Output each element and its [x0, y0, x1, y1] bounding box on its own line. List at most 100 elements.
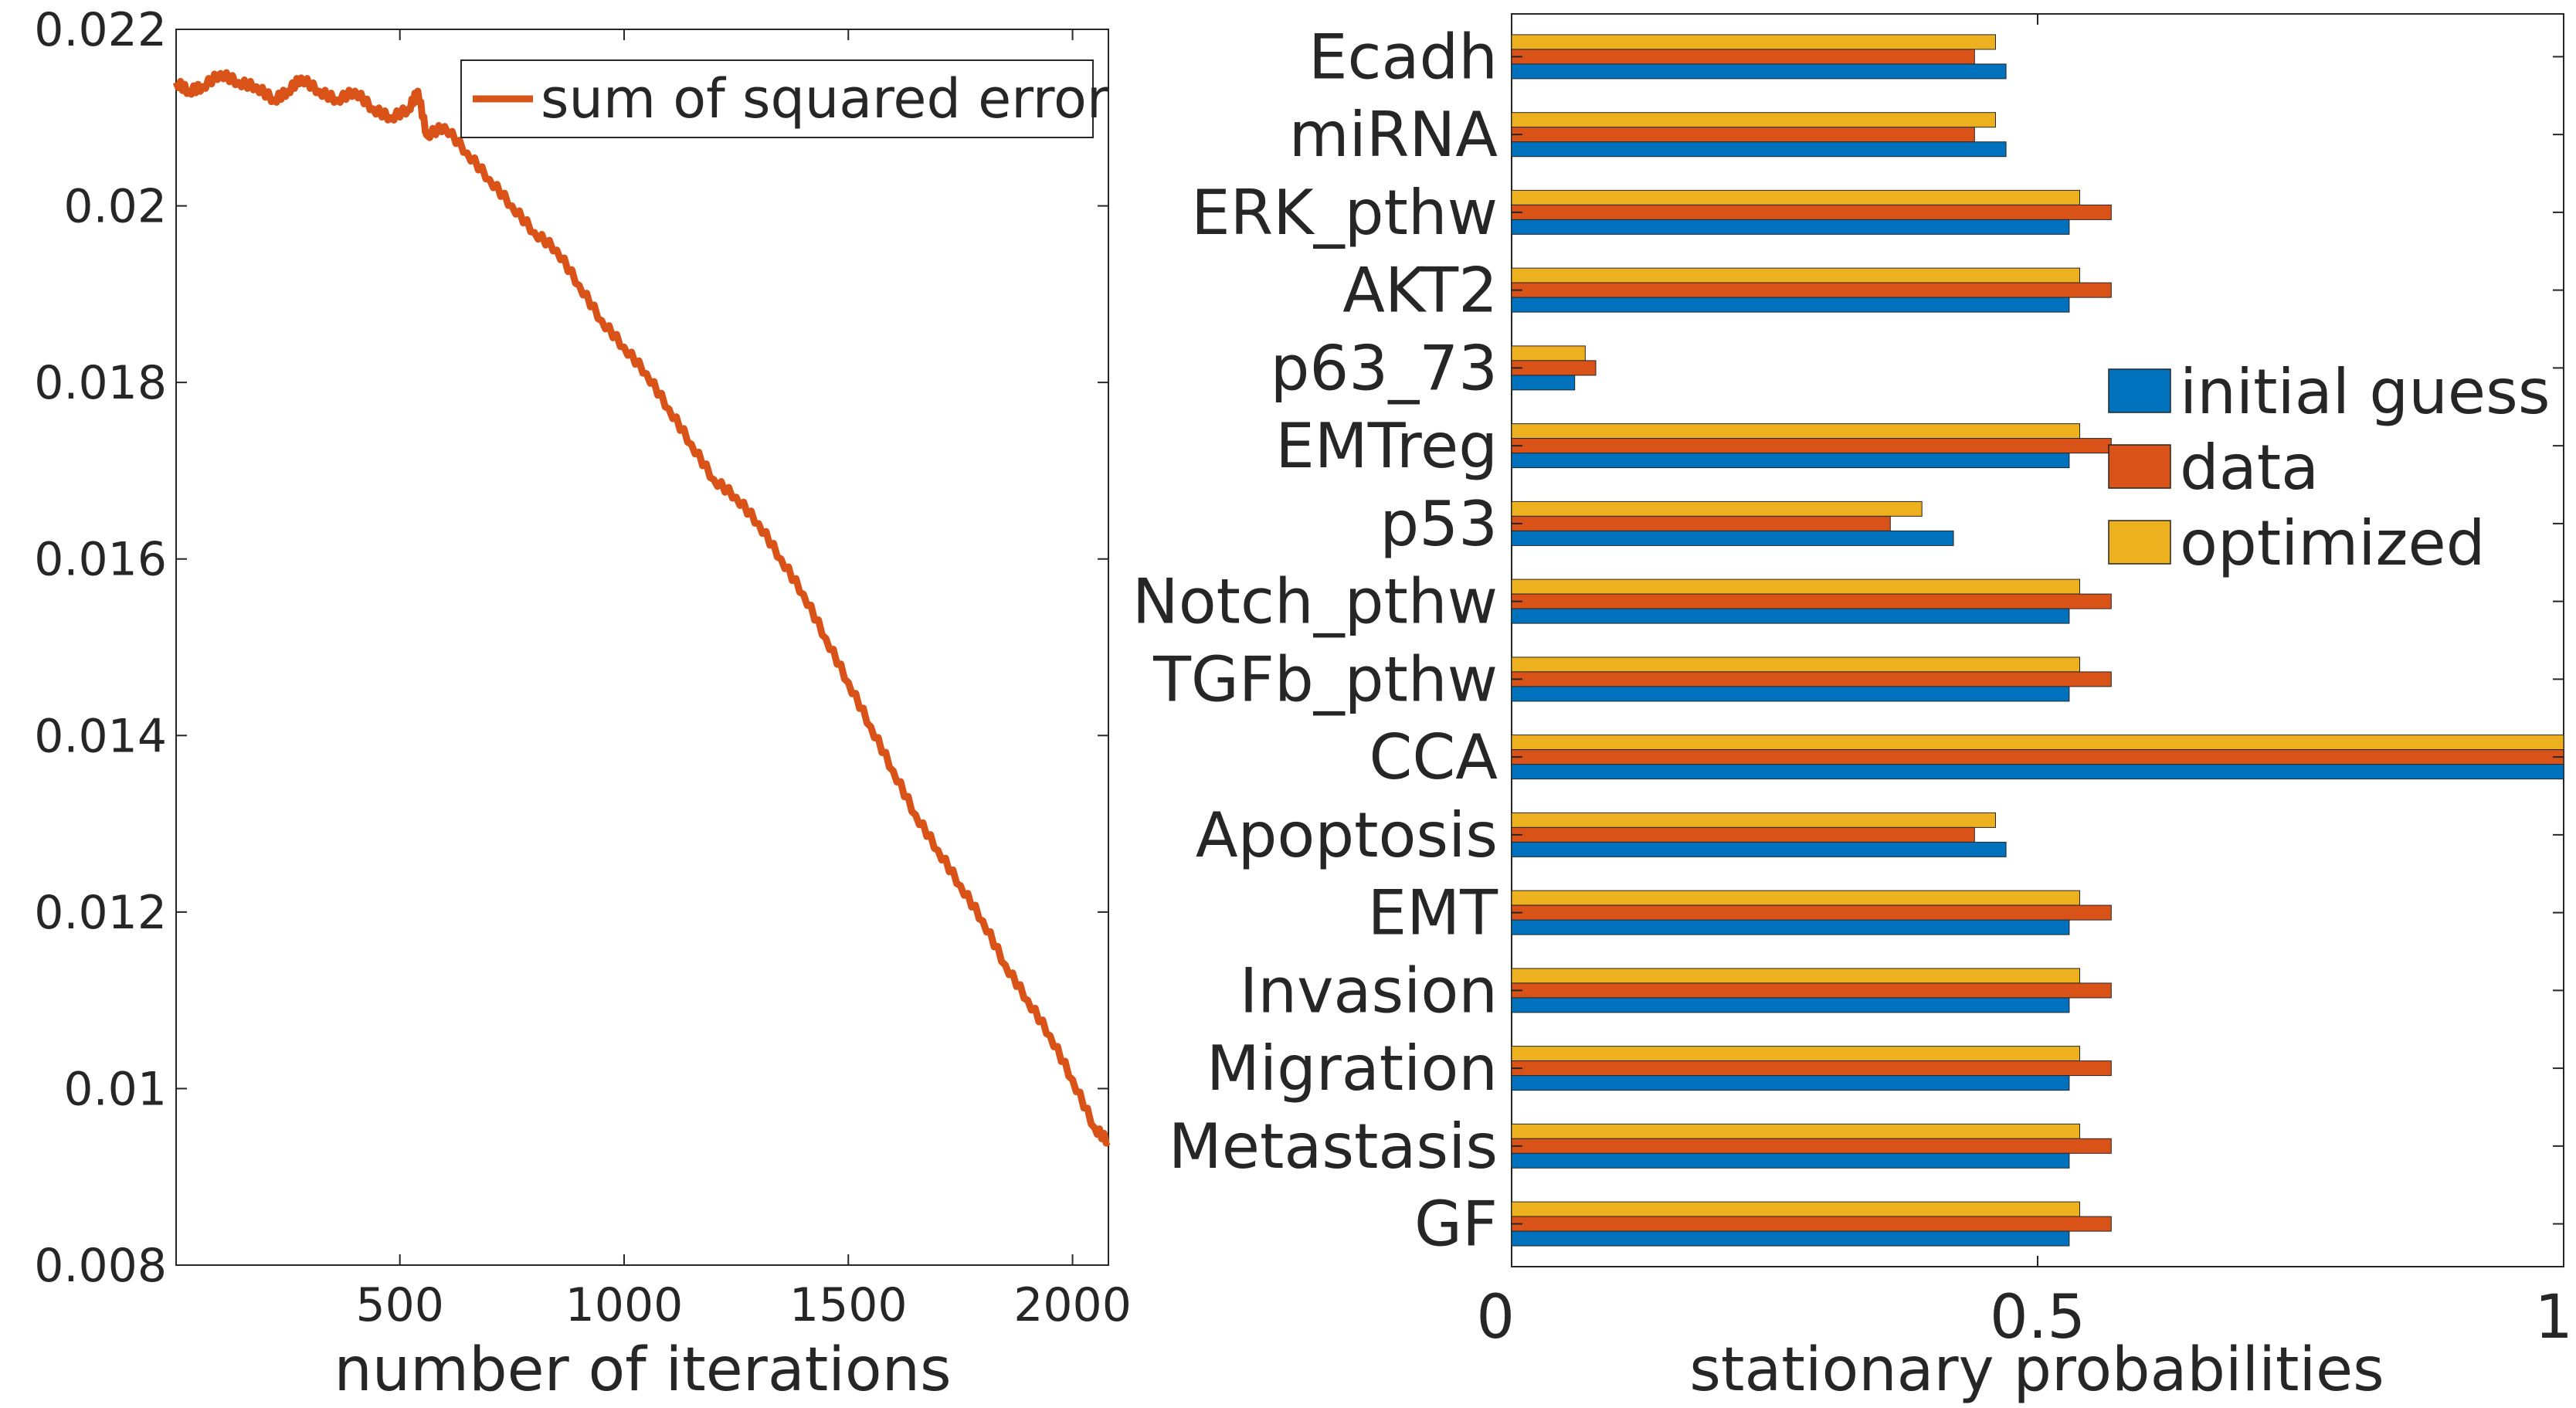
bar-chart-tick-labels: 0 0.5 1	[1476, 1283, 2573, 1352]
bar-emtreg-data	[1511, 438, 2112, 454]
bar-p53-optimized	[1511, 500, 1923, 517]
category-label-mirna: miRNA	[1289, 99, 1498, 171]
x-tick-label-0: 0	[1476, 1283, 1515, 1352]
bar-mirna-initial-guess	[1511, 141, 2007, 158]
line-chart-ticks	[176, 29, 1108, 1266]
bar-akt2-optimized	[1511, 267, 2080, 283]
line-chart-legend-box	[460, 59, 1094, 138]
bar-cca-optimized	[1511, 735, 2564, 751]
bar-chart-x-axis-label: stationary probabilities	[1689, 1335, 2384, 1405]
category-label-notch-pthw: Notch_pthw	[1132, 566, 1498, 638]
bar-migration-data	[1511, 1060, 2112, 1077]
category-label-erk-pthw: ERK_pthw	[1191, 177, 1498, 249]
category-label-invasion: Invasion	[1240, 955, 1498, 1026]
legend-swatch-optimized	[2108, 520, 2171, 565]
category-label-gf: GF	[1414, 1189, 1498, 1260]
bar-cca-data	[1511, 749, 2564, 765]
bar-gf-optimized	[1511, 1201, 2080, 1217]
y-tick-label-1: 0.01	[63, 1062, 167, 1116]
bar-p53-data	[1511, 515, 1891, 531]
bar-metastasis-data	[1511, 1138, 2112, 1154]
bar-notch-pthw-data	[1511, 593, 2112, 609]
x-tick-label-2: 1	[2534, 1283, 2573, 1352]
bar-emt-optimized	[1511, 890, 2080, 906]
category-label-emt: EMT	[1368, 877, 1499, 949]
category-label-ecadh: Ecadh	[1308, 21, 1498, 93]
legend-label-data: data	[2180, 432, 2319, 504]
category-label-cca: CCA	[1369, 721, 1498, 793]
bar-p53-initial-guess	[1511, 530, 1954, 546]
bar-tgfb-pthw-initial-guess	[1511, 686, 2070, 702]
bar-metastasis-optimized	[1511, 1123, 2080, 1139]
bar-chart-legend: initial guess data optimized	[2108, 356, 2551, 579]
bar-ecadh-initial-guess	[1511, 63, 2007, 80]
legend-label-initial-guess: initial guess	[2180, 356, 2551, 428]
bar-invasion-initial-guess	[1511, 997, 2070, 1013]
line-chart-x-axis-label: number of iterations	[334, 1335, 951, 1405]
bar-erk-pthw-optimized	[1511, 189, 2080, 205]
line-chart-legend: sum of squared error	[460, 59, 1109, 138]
bar-mirna-data	[1511, 127, 1975, 143]
bar-notch-pthw-initial-guess	[1511, 608, 2070, 624]
series-line-sum-of-squared-error	[172, 69, 1111, 1147]
bar-emt-data	[1511, 904, 2112, 921]
x-tick-label-1: 0.5	[1990, 1283, 2086, 1352]
bar-gf-initial-guess	[1511, 1230, 2070, 1247]
y-tick-label-6: 0.02	[63, 180, 167, 234]
x-tick-label-3: 2000	[1013, 1278, 1132, 1332]
line-chart-tick-labels: 0.008 0.01 0.012 0.014 0.016 0.018 0.02 0.022 50…	[34, 3, 1132, 1332]
y-tick-label-0: 0.008	[34, 1239, 167, 1293]
bar-p63-73-optimized	[1511, 345, 1586, 361]
bar-tgfb-pthw-data	[1511, 671, 2112, 687]
bar-erk-pthw-data	[1511, 204, 2112, 220]
legend-swatch-data	[2108, 444, 2171, 489]
bar-apoptosis-optimized	[1511, 812, 1996, 828]
bar-notch-pthw-optimized	[1511, 578, 2080, 595]
bar-mirna-optimized	[1511, 112, 1996, 128]
category-label-apoptosis: Apoptosis	[1196, 799, 1498, 871]
category-label-emtreg: EMTreg	[1275, 410, 1498, 482]
bar-invasion-data	[1511, 982, 2112, 999]
legend-label-optimized: optimized	[2180, 507, 2485, 579]
bar-metastasis-initial-guess	[1511, 1152, 2070, 1169]
category-label-migration: Migration	[1207, 1033, 1498, 1104]
bar-chart-ticks	[1511, 14, 2564, 1267]
bar-tgfb-pthw-optimized	[1511, 657, 2080, 673]
x-tick-label-1: 1000	[565, 1278, 684, 1332]
bar-invasion-optimized	[1511, 968, 2080, 984]
y-tick-label-3: 0.014	[34, 709, 167, 763]
line-chart-axes-box	[175, 29, 1109, 1266]
bar-ecadh-optimized	[1511, 34, 1996, 50]
bar-emtreg-optimized	[1511, 423, 2080, 439]
bar-ecadh-data	[1511, 49, 1975, 65]
bar-akt2-data	[1511, 282, 2112, 298]
bar-chart: 0 0.5 1 EcadhmiRNAERK_pthwAKT2p63_73EMTreg…	[1132, 13, 2573, 1405]
category-label-akt2: AKT2	[1342, 255, 1498, 327]
category-label-p63-73: p63_73	[1271, 332, 1498, 404]
category-label-metastasis: Metastasis	[1169, 1111, 1498, 1182]
bar-chart-bars	[1511, 34, 2564, 1247]
bar-migration-optimized	[1511, 1046, 2080, 1062]
bar-apoptosis-initial-guess	[1511, 841, 2007, 857]
bar-apoptosis-data	[1511, 826, 1975, 843]
x-tick-label-2: 1500	[789, 1278, 908, 1332]
bar-p63-73-data	[1511, 360, 1597, 376]
y-tick-label-4: 0.016	[34, 533, 167, 587]
legend-label-sum-of-squared-error: sum of squared error	[541, 67, 1109, 131]
bar-chart-category-labels: EcadhmiRNAERK_pthwAKT2p63_73EMTregp53Not…	[1132, 21, 1498, 1260]
line-chart: 0.008 0.01 0.012 0.014 0.016 0.018 0.02 0.022 50…	[34, 3, 1132, 1405]
y-tick-label-5: 0.018	[34, 356, 167, 410]
bar-gf-data	[1511, 1216, 2112, 1232]
y-tick-label-7: 0.022	[34, 3, 167, 57]
category-label-tgfb-pthw: TGFb_pthw	[1152, 643, 1498, 715]
x-tick-label-0: 500	[355, 1278, 444, 1332]
bar-p63-73-initial-guess	[1511, 375, 1576, 391]
bar-erk-pthw-initial-guess	[1511, 219, 2070, 235]
bar-akt2-initial-guess	[1511, 297, 2070, 313]
legend-swatch-initial-guess	[2108, 368, 2171, 413]
bar-migration-initial-guess	[1511, 1075, 2070, 1091]
category-label-p53: p53	[1380, 488, 1498, 560]
bar-emtreg-initial-guess	[1511, 453, 2070, 469]
bar-emt-initial-guess	[1511, 919, 2070, 935]
